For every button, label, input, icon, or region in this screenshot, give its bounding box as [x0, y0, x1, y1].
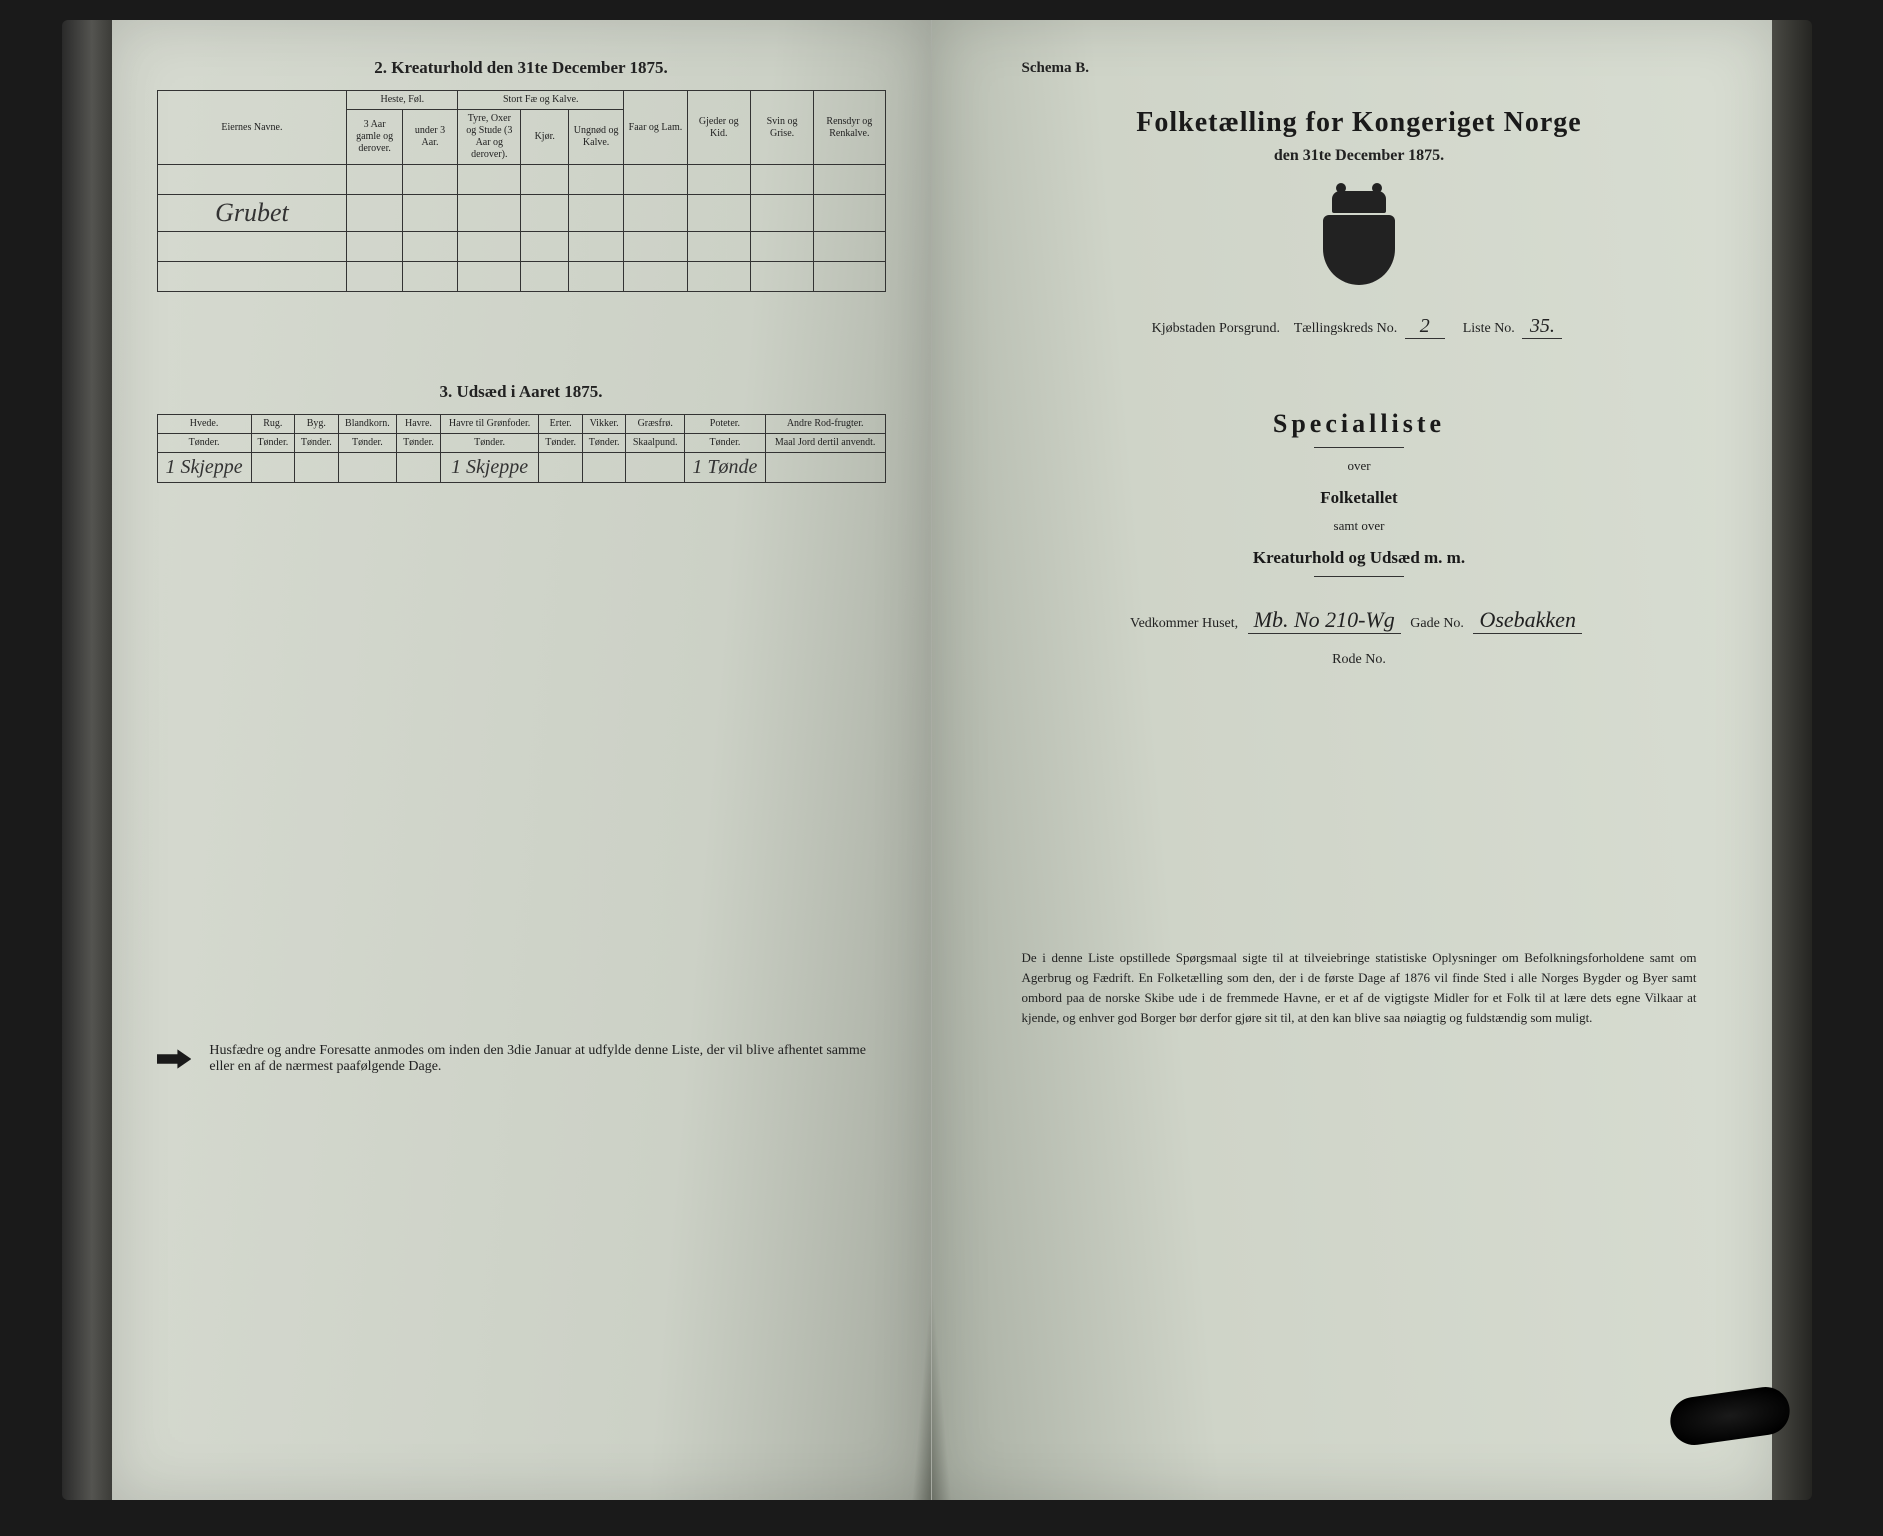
list-value: 35.: [1522, 315, 1562, 339]
census-subtitle: den 31te December 1875.: [992, 147, 1727, 165]
u9: Tønder.: [685, 434, 766, 453]
over-label: over: [992, 458, 1727, 474]
r10: [765, 453, 885, 483]
owner-handwritten: Grubet: [157, 195, 347, 232]
vedkom-house-value: Mb. No 210-Wg: [1248, 607, 1401, 634]
divider2: [1314, 576, 1404, 577]
section-udsaed: 3. Udsæd i Aaret 1875. Hvede. Rug. Byg. …: [157, 382, 886, 483]
c-potet: Poteter.: [685, 415, 766, 434]
col-cattle-bull: Tyre, Oxer og Stude (3 Aar og derover).: [458, 110, 521, 165]
u10: Maal Jord dertil anvendt.: [765, 434, 885, 453]
pointing-hand-icon: [157, 1047, 192, 1071]
section3-title: 3. Udsæd i Aaret 1875.: [157, 382, 886, 402]
instruction-blurb: De i denne Liste opstillede Spørgsmaal s…: [992, 948, 1727, 1029]
district-value: 2: [1405, 315, 1445, 339]
r1: [251, 453, 294, 483]
divider: [1314, 447, 1404, 448]
rode-label: Rode No.: [992, 652, 1727, 668]
specialliste-title: Specialliste: [992, 409, 1727, 439]
kreatur-label: Kreaturhold og Udsæd m. m.: [992, 548, 1727, 568]
livestock-table: Eiernes Navne. Heste, Føl. Stort Fæ og K…: [157, 90, 886, 292]
c-havreg: Havre til Grønfoder.: [440, 415, 539, 434]
col-goats: Gjeder og Kid.: [687, 91, 750, 165]
c-hvede: Hvede.: [157, 415, 251, 434]
u0: Tønder.: [157, 434, 251, 453]
left-footer: Husfædre og andre Foresatte anmodes om i…: [157, 1043, 886, 1075]
left-page: 2. Kreaturhold den 31te December 1875. E…: [112, 20, 932, 1500]
col-horse-young: under 3 Aar.: [402, 110, 457, 165]
book-spine: [62, 20, 112, 1500]
u8: Skaalpund.: [626, 434, 685, 453]
vedkommer-line: Vedkommer Huset, Mb. No 210-Wg Gade No. …: [992, 607, 1727, 634]
folketallet-label: Folketallet: [992, 488, 1727, 508]
r2: [295, 453, 338, 483]
samt-label: samt over: [992, 518, 1727, 534]
r0: 1 Skjeppe: [157, 453, 251, 483]
right-page: Schema B. Folketælling for Kongeriget No…: [932, 20, 1772, 1500]
c-graes: Græsfrø.: [626, 415, 685, 434]
section2-title: 2. Kreaturhold den 31te December 1875.: [157, 58, 886, 78]
c-rug: Rug.: [251, 415, 294, 434]
col-reindeer: Rensdyr og Renkalve.: [814, 91, 885, 165]
city-label: Kjøbstaden Porsgrund.: [1152, 321, 1280, 336]
u5: Tønder.: [440, 434, 539, 453]
r4: [397, 453, 440, 483]
open-book: 2. Kreaturhold den 31te December 1875. E…: [62, 20, 1822, 1500]
c-bland: Blandkorn.: [338, 415, 397, 434]
col-horse-old: 3 Aar gamle og derover.: [347, 110, 402, 165]
c-vikker: Vikker.: [582, 415, 625, 434]
r5: 1 Skjeppe: [440, 453, 539, 483]
r9: 1 Tønde: [685, 453, 766, 483]
col-owners: Eiernes Navne.: [157, 91, 347, 165]
c-rod: Andre Rod-frugter.: [765, 415, 885, 434]
list-label: Liste No.: [1463, 321, 1515, 336]
scan-background: 2. Kreaturhold den 31te December 1875. E…: [0, 0, 1883, 1536]
col-cattle-calf: Ungnød og Kalve.: [568, 110, 623, 165]
col-cattle: Stort Fæ og Kalve.: [458, 91, 624, 110]
u7: Tønder.: [582, 434, 625, 453]
r3: [338, 453, 397, 483]
col-sheep: Faar og Lam.: [624, 91, 687, 165]
page-edge: [1772, 20, 1812, 1500]
u2: Tønder.: [295, 434, 338, 453]
col-cattle-cow: Kjør.: [521, 110, 568, 165]
col-pigs: Svin og Grise.: [750, 91, 813, 165]
r8: [626, 453, 685, 483]
u3: Tønder.: [338, 434, 397, 453]
sowing-table: Hvede. Rug. Byg. Blandkorn. Havre. Havre…: [157, 414, 886, 483]
meta-line: Kjøbstaden Porsgrund. Tællingskreds No. …: [992, 315, 1727, 339]
c-erter: Erter.: [539, 415, 582, 434]
district-label: Tællingskreds No.: [1294, 321, 1397, 336]
footer-text: Husfædre og andre Foresatte anmodes om i…: [209, 1043, 885, 1075]
vedkom-house-label: Vedkommer Huset,: [1130, 616, 1238, 631]
col-horses: Heste, Føl.: [347, 91, 458, 110]
u1: Tønder.: [251, 434, 294, 453]
vedkom-gade-label: Gade No.: [1410, 616, 1464, 631]
c-byg: Byg.: [295, 415, 338, 434]
section-kreaturhold: 2. Kreaturhold den 31te December 1875. E…: [157, 58, 886, 292]
r6: [539, 453, 582, 483]
r7: [582, 453, 625, 483]
vedkom-gade-value: Osebakken: [1473, 607, 1582, 634]
census-title: Folketælling for Kongeriget Norge: [992, 107, 1727, 139]
coat-of-arms-icon: [1314, 191, 1404, 291]
u6: Tønder.: [539, 434, 582, 453]
schema-label: Schema B.: [1022, 60, 1727, 77]
u4: Tønder.: [397, 434, 440, 453]
c-havre: Havre.: [397, 415, 440, 434]
